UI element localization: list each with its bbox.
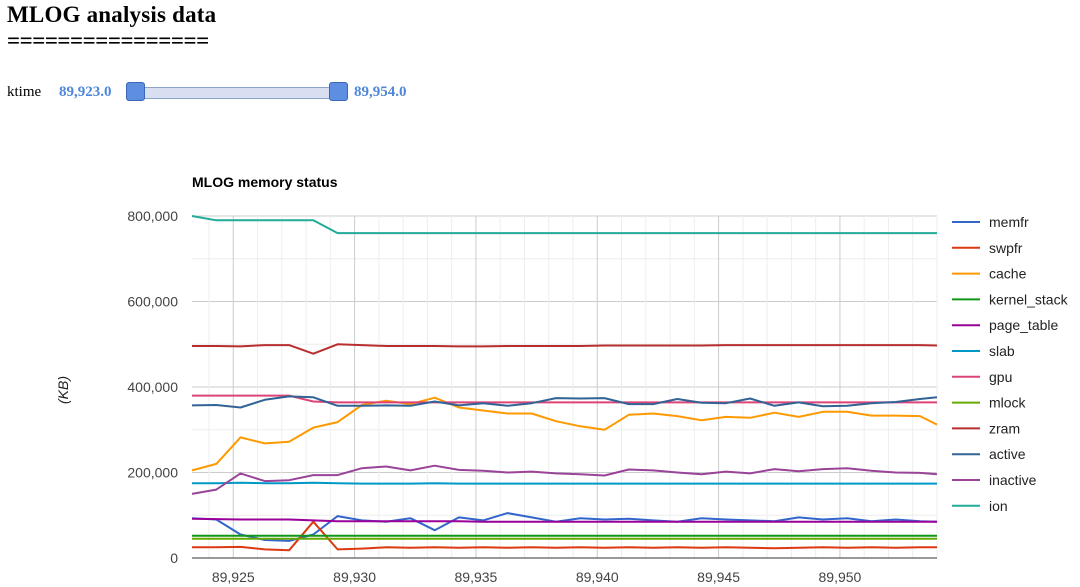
series-line-cache xyxy=(191,396,938,472)
legend-item-page_table[interactable]: page_table xyxy=(952,317,1059,333)
legend-label: swpfr xyxy=(989,240,1023,256)
chart-grid xyxy=(192,215,938,559)
chart-title: MLOG memory status xyxy=(192,174,338,190)
slider-min-value: 89,923.0 xyxy=(59,84,112,100)
legend-label: inactive xyxy=(989,472,1037,488)
x-tick-label: 89,925 xyxy=(212,569,255,585)
chart-series xyxy=(191,215,938,552)
chart-legend: memfr swpfr cache kernel_stack page_tablesla… xyxy=(952,214,1069,514)
y-tick-label: 0 xyxy=(170,550,178,566)
series-line-slab xyxy=(192,481,937,485)
x-tick-label: 89,940 xyxy=(576,569,619,585)
legend-label: slab xyxy=(989,343,1015,359)
x-tick-label: 89,950 xyxy=(819,569,862,585)
title-underline: ================ xyxy=(7,28,209,53)
series-line-page_table xyxy=(191,517,937,523)
slider-handle-max[interactable] xyxy=(329,82,348,101)
y-tick-label: 200,000 xyxy=(127,465,178,481)
series-line-memfr xyxy=(191,512,938,542)
series-line-swpfr xyxy=(192,520,937,552)
legend-label: memfr xyxy=(989,214,1029,230)
legend-label: gpu xyxy=(989,369,1012,385)
slider-max-value: 89,954.0 xyxy=(354,84,407,100)
legend-item-ion[interactable]: ion xyxy=(952,498,1008,514)
page-title: MLOG analysis data xyxy=(7,2,217,27)
y-tick-label: 400,000 xyxy=(127,379,178,395)
legend-item-zram[interactable]: zram xyxy=(952,420,1020,436)
y-tick-label: 600,000 xyxy=(127,294,178,310)
y-axis-ticks: 800,000 600,000 400,000 200,000 0 xyxy=(127,208,178,566)
legend-label: page_table xyxy=(989,317,1059,333)
legend-label: zram xyxy=(989,420,1020,436)
y-axis-label: (KB) xyxy=(55,376,71,404)
legend-label: kernel_stack xyxy=(989,291,1069,307)
x-axis-ticks: 89,925 89,930 89,935 89,940 89,945 89,950 xyxy=(212,569,862,585)
slider-track[interactable] xyxy=(134,87,341,99)
legend-label: active xyxy=(989,446,1026,462)
slider-handle-min[interactable] xyxy=(126,82,145,101)
legend-item-cache[interactable]: cache xyxy=(952,266,1027,282)
series-line-zram xyxy=(192,343,938,355)
series-line-ion xyxy=(191,215,937,235)
series-line-inactive xyxy=(191,464,938,495)
legend-item-memfr[interactable]: memfr xyxy=(952,214,1029,230)
memory-status-chart: MLOG memory status 800,000 600,000 400,000… xyxy=(55,174,1069,585)
legend-item-active[interactable]: active xyxy=(952,446,1026,462)
series-line-gpu xyxy=(192,394,937,404)
y-tick-label: 800,000 xyxy=(127,208,178,224)
slider-label: ktime xyxy=(7,84,42,100)
legend-label: cache xyxy=(989,266,1027,282)
legend-label: ion xyxy=(989,498,1008,514)
x-tick-label: 89,935 xyxy=(455,569,498,585)
x-tick-label: 89,945 xyxy=(697,569,740,585)
x-tick-label: 89,930 xyxy=(333,569,376,585)
legend-item-slab[interactable]: slab xyxy=(952,343,1015,359)
legend-item-gpu[interactable]: gpu xyxy=(952,369,1012,385)
legend-item-swpfr[interactable]: swpfr xyxy=(952,240,1023,256)
legend-item-inactive[interactable]: inactive xyxy=(952,472,1037,488)
series-line-active xyxy=(191,395,938,409)
legend-item-kernel_stack[interactable]: kernel_stack xyxy=(952,291,1069,307)
legend-label: mlock xyxy=(989,395,1027,411)
legend-item-mlock[interactable]: mlock xyxy=(952,395,1027,411)
